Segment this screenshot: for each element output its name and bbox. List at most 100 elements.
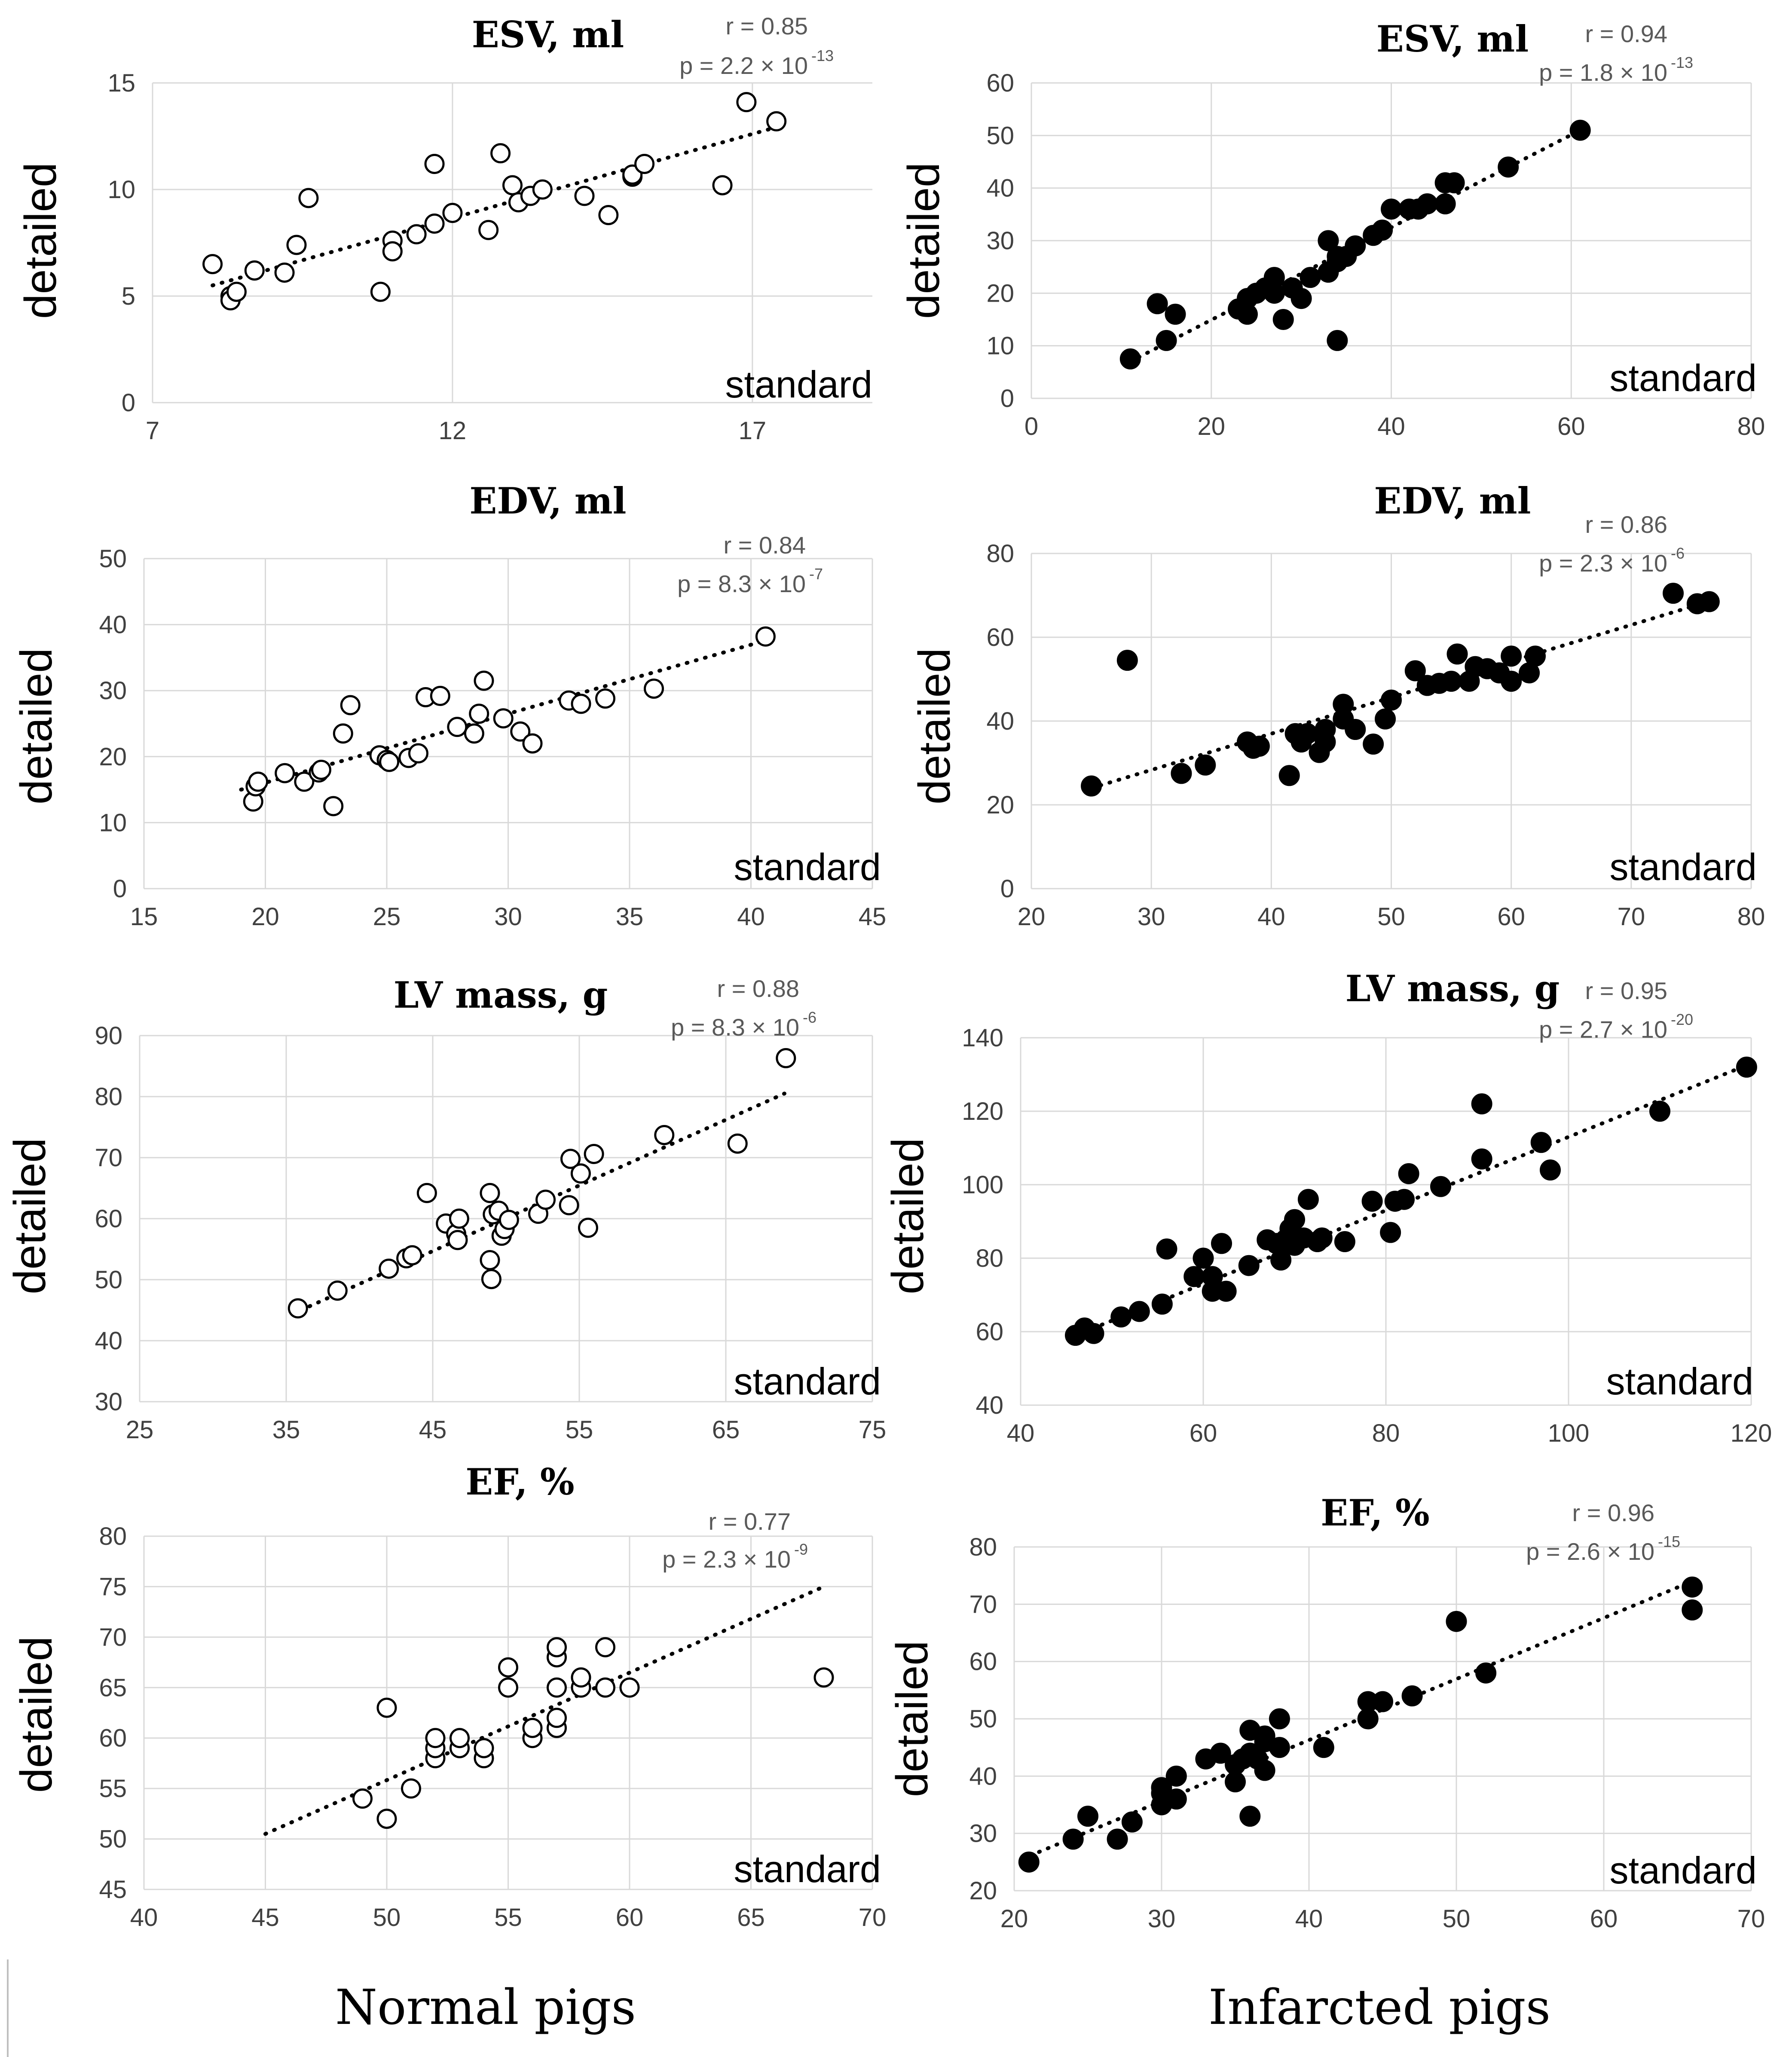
x-tick-label: 7: [146, 417, 159, 445]
data-point: [1501, 670, 1522, 692]
x-tick-label: 40: [1295, 1905, 1323, 1933]
p-value: p = 8.3 × 10: [677, 570, 806, 597]
y-tick-label: 30: [969, 1820, 997, 1848]
data-point: [416, 1183, 437, 1203]
x-axis-label: standard: [734, 1360, 881, 1403]
chart-title: ESV, ml: [472, 13, 624, 56]
y-tick-label: 10: [986, 332, 1014, 360]
data-point: [727, 1133, 748, 1154]
data-point: [547, 1677, 567, 1698]
y-tick-label: 120: [962, 1097, 1003, 1125]
data-point: [644, 679, 664, 699]
data-point: [327, 1281, 348, 1301]
data-point: [1165, 303, 1186, 325]
data-point: [1345, 719, 1366, 740]
data-point: [340, 695, 361, 715]
data-point: [1270, 1249, 1292, 1271]
trendline: [211, 123, 785, 287]
y-tick-label: 30: [95, 1388, 122, 1416]
data-point: [1569, 119, 1591, 141]
data-point: [584, 1143, 604, 1164]
chart-title: EDV, ml: [469, 480, 626, 522]
data-point: [578, 1217, 598, 1238]
trendline: [1128, 128, 1582, 364]
x-tick-label: 65: [737, 1904, 765, 1932]
data-point: [736, 92, 757, 113]
data-point: [474, 670, 494, 691]
x-axis-label: standard: [725, 363, 872, 406]
y-tick-label: 65: [99, 1674, 127, 1702]
data-point: [1254, 1760, 1275, 1781]
data-point: [1663, 583, 1684, 604]
x-tick-label: 50: [1443, 1905, 1471, 1933]
data-point: [402, 1245, 422, 1265]
x-tick-label: 30: [1138, 903, 1165, 931]
y-axis-label: detailed: [887, 1641, 937, 1797]
x-tick-label: 40: [1007, 1419, 1035, 1447]
data-point: [442, 203, 463, 223]
data-point: [1290, 288, 1312, 309]
y-tick-label: 70: [969, 1590, 997, 1618]
data-point: [1540, 1159, 1561, 1181]
data-point: [449, 1208, 469, 1229]
data-point: [535, 1189, 556, 1210]
x-tick-label: 20: [1197, 413, 1225, 440]
x-axis-label: standard: [1610, 1849, 1757, 1892]
data-point: [1193, 1247, 1214, 1269]
x-tick-label: 55: [494, 1904, 522, 1932]
x-tick-label: 45: [251, 1904, 279, 1932]
p-value: p = 8.3 × 10: [671, 1014, 799, 1041]
data-point: [1147, 293, 1168, 315]
x-tick-label: 35: [272, 1416, 300, 1444]
x-tick-label: 15: [130, 903, 158, 931]
data-point: [1313, 1737, 1334, 1758]
data-point: [1128, 1301, 1150, 1322]
data-point: [401, 1778, 421, 1799]
data-point: [286, 235, 307, 255]
x-axis-label: standard: [1610, 846, 1757, 888]
data-point: [571, 1667, 591, 1688]
data-point: [248, 771, 269, 792]
data-point: [571, 694, 591, 714]
data-point: [447, 1230, 468, 1250]
x-tick-label: 70: [1618, 903, 1645, 931]
data-point: [813, 1667, 834, 1688]
data-point: [1345, 235, 1366, 257]
y-tick-label: 0: [1000, 385, 1014, 413]
y-tick-label: 20: [969, 1877, 997, 1905]
y-tick-label: 20: [986, 791, 1014, 819]
p-value: p = 2.6 × 10: [1526, 1538, 1654, 1565]
data-point: [1372, 220, 1393, 241]
data-point: [1165, 1765, 1187, 1787]
data-point: [406, 224, 427, 245]
r-value: r = 0.95: [1585, 977, 1667, 1004]
data-point: [1116, 650, 1138, 671]
data-point: [1380, 1222, 1401, 1243]
data-point: [323, 796, 344, 816]
data-point: [1297, 723, 1318, 744]
data-point: [595, 688, 615, 709]
y-tick-label: 50: [986, 122, 1014, 150]
data-point: [776, 1048, 796, 1069]
y-tick-label: 80: [986, 540, 1014, 568]
data-point: [1434, 193, 1456, 214]
data-point: [1311, 1227, 1333, 1249]
data-point: [1398, 1163, 1419, 1184]
data-point: [1401, 1685, 1423, 1707]
data-point: [1440, 670, 1462, 692]
data-point: [498, 1657, 518, 1678]
chart-ef-infarct: 20 30 40 50 60 70 20 30 40 50 60 70 80 EF, % r = 0.96 p…: [887, 1492, 1765, 1933]
y-axis-label: detailed: [899, 162, 949, 319]
data-point: [430, 685, 450, 706]
p-value: p = 2.3 × 10: [662, 1546, 791, 1573]
x-tick-label: 50: [1377, 903, 1405, 931]
y-tick-label: 40: [95, 1327, 122, 1355]
data-point: [547, 1708, 567, 1728]
data-point: [1698, 591, 1720, 612]
p-value: p = 2.7 × 10: [1539, 1016, 1667, 1043]
x-tick-label: 20: [251, 903, 279, 931]
y-tick-label: 80: [99, 1522, 127, 1550]
y-tick-label: 80: [969, 1533, 997, 1561]
